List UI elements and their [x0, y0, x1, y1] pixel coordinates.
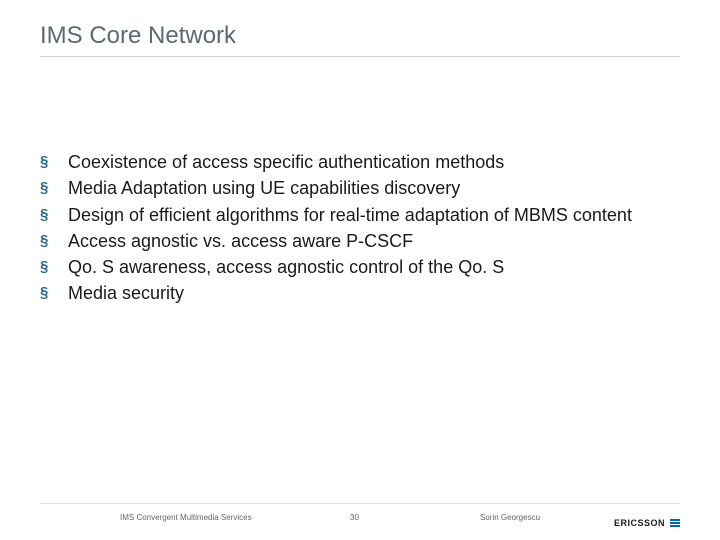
bullet-text: Access agnostic vs. access aware P-CSCF: [68, 229, 680, 253]
bullet-icon: §: [40, 229, 68, 251]
bullet-text: Coexistence of access specific authentic…: [68, 150, 680, 174]
footer-author: Sorin Georgescu: [480, 513, 540, 522]
footer-divider: [40, 503, 680, 504]
slide-title: IMS Core Network: [40, 22, 236, 50]
title-underline: [40, 56, 680, 57]
footer: IMS Convergent Multimedia Services 30 So…: [0, 508, 720, 526]
bullet-icon: §: [40, 255, 68, 277]
list-item: § Design of efficient algorithms for rea…: [40, 203, 680, 227]
logo-text: ERICSSON: [614, 518, 665, 528]
bullet-text: Design of efficient algorithms for real-…: [68, 203, 680, 227]
bullet-icon: §: [40, 203, 68, 225]
list-item: § Qo. S awareness, access agnostic contr…: [40, 255, 680, 279]
footer-left: IMS Convergent Multimedia Services: [120, 513, 252, 522]
list-item: § Media security: [40, 281, 680, 305]
bullet-icon: §: [40, 176, 68, 198]
bullet-icon: §: [40, 281, 68, 303]
bullet-text: Media Adaptation using UE capabilities d…: [68, 176, 680, 200]
bullet-list: § Coexistence of access specific authent…: [40, 150, 680, 308]
bullet-text: Media security: [68, 281, 680, 305]
list-item: § Access agnostic vs. access aware P-CSC…: [40, 229, 680, 253]
list-item: § Media Adaptation using UE capabilities…: [40, 176, 680, 200]
ericsson-logo: ERICSSON: [614, 518, 680, 528]
bullet-icon: §: [40, 150, 68, 172]
slide: IMS Core Network § Coexistence of access…: [0, 0, 720, 540]
bullet-text: Qo. S awareness, access agnostic control…: [68, 255, 680, 279]
logo-mark-icon: [670, 519, 680, 527]
page-number: 30: [350, 513, 359, 522]
list-item: § Coexistence of access specific authent…: [40, 150, 680, 174]
